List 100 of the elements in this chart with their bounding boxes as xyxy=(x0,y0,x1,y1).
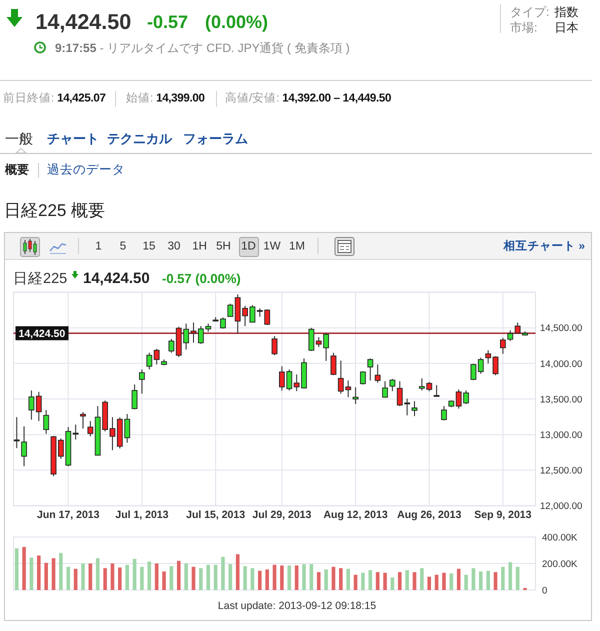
text: 高値/安値: 14,392.00 – 14,449.50 xyxy=(225,90,392,104)
y-tick-label: 13,500.00 xyxy=(540,394,582,406)
bar xyxy=(132,558,136,590)
bar xyxy=(486,570,490,590)
bar xyxy=(30,558,34,590)
bar xyxy=(192,566,196,590)
text: チャート xyxy=(47,131,99,146)
text: 過去のデータ xyxy=(47,162,125,176)
x-tick-label: Jul 15, 2013 xyxy=(186,509,246,521)
text: 14,424.50 xyxy=(83,270,150,287)
text: 14,424.50 xyxy=(36,10,132,34)
bar xyxy=(258,570,262,590)
y-tick-label: 0 xyxy=(542,585,548,596)
text: -0.57 (0.00%) xyxy=(162,271,241,286)
text: 一般 xyxy=(5,130,33,146)
bar xyxy=(479,571,483,590)
candlestick xyxy=(338,360,344,394)
bar xyxy=(59,552,63,590)
bar xyxy=(74,568,78,590)
bar xyxy=(287,565,292,590)
text: 相互チャート » xyxy=(502,238,585,252)
bar xyxy=(250,568,254,590)
bar xyxy=(412,572,416,590)
y-tick-label: 12,500.00 xyxy=(540,465,582,476)
x-tick-label: Jul 29, 2013 xyxy=(252,509,312,521)
bar xyxy=(310,564,314,590)
bar xyxy=(508,562,512,590)
bar xyxy=(37,556,41,590)
bar xyxy=(148,562,152,590)
bar xyxy=(332,566,336,590)
bar xyxy=(103,568,107,590)
text: 概要 xyxy=(4,162,29,176)
candlestick xyxy=(345,380,352,398)
candlestick xyxy=(374,364,381,384)
bar xyxy=(162,571,166,590)
y-tick-label: 400.00K xyxy=(542,532,578,544)
bar xyxy=(118,567,122,590)
bar xyxy=(383,572,387,590)
text: Last update: 2013-09-12 09:18:15 xyxy=(218,600,376,612)
candlestick xyxy=(500,337,506,354)
bar xyxy=(184,564,188,590)
candlestick xyxy=(390,378,396,392)
candlestick xyxy=(124,413,130,444)
bar xyxy=(66,566,70,590)
bar xyxy=(294,565,298,590)
ref-line-label: 14,424.50 xyxy=(18,328,66,340)
candlestick xyxy=(434,384,440,397)
bar xyxy=(324,569,328,590)
bar xyxy=(434,574,438,590)
candlestick xyxy=(382,380,388,398)
candlestick xyxy=(352,386,358,404)
bar xyxy=(44,562,48,590)
bar xyxy=(420,568,424,590)
x-tick-label: Sep 9, 2013 xyxy=(474,509,532,521)
bar xyxy=(154,564,158,590)
y-tick-label: 14,000.00 xyxy=(540,358,582,370)
bar xyxy=(14,548,18,590)
text: フォーラム xyxy=(183,131,248,146)
bar xyxy=(199,568,203,590)
bar xyxy=(88,564,92,590)
text: テクニカル xyxy=(107,131,173,146)
x-tick-label: Jul 1, 2013 xyxy=(115,509,169,521)
candlestick xyxy=(360,370,366,385)
bar xyxy=(272,564,276,590)
bar xyxy=(228,564,232,590)
bar xyxy=(22,546,26,590)
bar xyxy=(450,573,454,590)
bar xyxy=(214,564,218,590)
candlestick xyxy=(272,336,278,356)
candlestick xyxy=(21,426,27,467)
bar xyxy=(390,577,394,590)
bar xyxy=(516,566,520,590)
bar xyxy=(368,570,372,590)
bar xyxy=(110,564,114,590)
chart-title: 日経225 xyxy=(13,271,68,287)
bar xyxy=(302,564,306,590)
x-tick-label: Jun 17, 2013 xyxy=(37,509,100,521)
y-tick-label: 200.00K xyxy=(542,558,578,570)
x-tick-label: Aug 12, 2013 xyxy=(323,509,388,521)
candlestick xyxy=(227,303,234,318)
candlestick xyxy=(146,352,152,370)
text: 日経225 概要 xyxy=(4,201,106,220)
bar xyxy=(140,566,144,590)
bar xyxy=(52,558,56,590)
bar xyxy=(221,556,225,590)
y-tick-label: 12,000.00 xyxy=(540,501,582,512)
candlestick xyxy=(43,410,50,434)
bar xyxy=(361,572,365,590)
candlestick xyxy=(139,368,145,394)
text: 前日終値: 14,425.07 xyxy=(3,92,106,104)
text: タイプ: 指数 xyxy=(510,5,578,19)
bar xyxy=(494,572,498,590)
text: 9:17:55 - リアルタイムです CFD. JPY通貨 ( 免責条項 ) xyxy=(55,41,350,55)
candlestick xyxy=(14,416,20,449)
text: -0.57 (0.00%) xyxy=(147,12,268,32)
candlestick xyxy=(412,400,418,417)
bar xyxy=(472,568,476,590)
text: 始値: 14,399.00 xyxy=(126,92,205,104)
text: 市場: 日本 xyxy=(510,20,578,34)
bar xyxy=(376,572,380,590)
